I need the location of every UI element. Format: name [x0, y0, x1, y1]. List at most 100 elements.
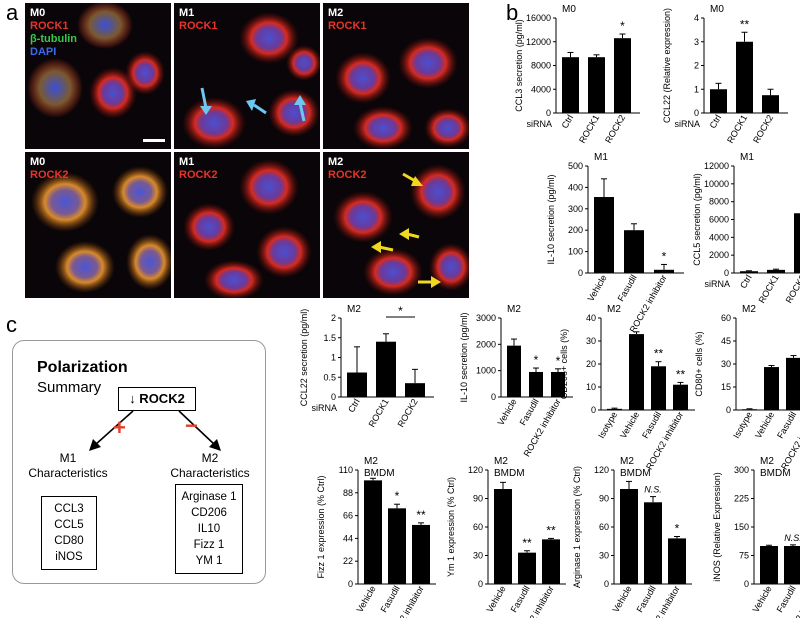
bar: [620, 489, 638, 584]
chart-group-label: M2: [607, 304, 621, 315]
bar: [494, 489, 512, 584]
micrograph-m1-rock1: M1 ROCK1: [174, 3, 320, 149]
m2-heading-line1: M2: [201, 451, 219, 465]
y-tick-label: 225: [734, 494, 749, 504]
y-tick-label: 8000: [709, 197, 729, 207]
polarization-summary: Polarization Summary ↓ ROCK2 + − M1 Char…: [12, 340, 266, 584]
bar: [607, 408, 622, 410]
chart-group-label: M2: [507, 304, 521, 315]
scale-bar: [143, 139, 165, 142]
significance-mark: **: [546, 523, 556, 537]
y-tick-label: 12000: [704, 161, 729, 171]
y-axis-label: CD206+ cells (%): [559, 329, 569, 399]
y-tick-label: 2: [331, 313, 336, 323]
category-label: Fasudil: [775, 584, 798, 614]
plus-sign: +: [113, 415, 126, 440]
y-tick-label: 0: [491, 392, 496, 402]
y-axis-label: CD80+ cells (%): [694, 331, 704, 396]
bar: [736, 41, 753, 113]
bar: [764, 367, 779, 410]
y-tick-label: 60: [473, 522, 483, 532]
list-item: iNOS: [55, 551, 83, 563]
y-tick-label: 15: [721, 382, 731, 392]
summary-subtitle: Summary: [37, 379, 102, 396]
y-axis-label: CCL22 (Relative expression): [662, 8, 672, 123]
bar: [562, 57, 579, 113]
list-item: Fizz 1: [193, 539, 225, 551]
y-tick-label: 8000: [531, 61, 551, 71]
bar: [629, 334, 644, 410]
y-tick-label: 0: [726, 405, 731, 415]
y-tick-label: 0: [604, 579, 609, 589]
bar: [594, 197, 614, 273]
bar: [740, 271, 758, 273]
bar: [376, 341, 396, 397]
chart-group-label-2: BMDM: [620, 468, 651, 479]
bar: [588, 57, 605, 113]
y-tick-label: 300: [734, 465, 749, 475]
micrograph-label-1: M2: [328, 156, 344, 168]
micrograph-label-1: M1: [179, 156, 195, 168]
y-tick-label: 4: [694, 13, 699, 23]
bar: [794, 213, 800, 273]
significance-mark: N.S.: [644, 485, 662, 495]
y-tick-label: 40: [586, 313, 596, 323]
y-tick-label: 30: [586, 336, 596, 346]
y-axis-label: iNOS (Relative Expression): [712, 472, 722, 582]
significance-mark: *: [534, 353, 539, 367]
y-axis-label: IL-10 secretion (pg/ml): [459, 312, 469, 402]
significance-mark: *: [556, 354, 561, 368]
y-tick-label: 100: [568, 247, 583, 257]
m2-heading: M2 Characteristics: [165, 451, 255, 481]
chart-group-label-2: BMDM: [364, 468, 395, 479]
bar: [651, 366, 666, 410]
chart-group-label: M0: [710, 4, 724, 15]
y-tick-label: 150: [734, 522, 749, 532]
y-tick-label: 44: [343, 533, 353, 543]
y-axis-label: Ym 1 expression (% Ctrl): [446, 477, 456, 577]
y-tick-label: 30: [721, 359, 731, 369]
list-item: CD206: [191, 507, 227, 519]
y-tick-label: 1000: [476, 366, 496, 376]
bar: [644, 502, 662, 584]
y-tick-label: 0: [591, 405, 596, 415]
y-tick-label: 0: [348, 579, 353, 589]
significance-mark: N.S.: [784, 533, 800, 543]
micrograph-label-1: M2: [328, 7, 344, 19]
cell-image: [335, 37, 469, 149]
y-tick-label: 110: [339, 465, 353, 475]
m1-heading: M1 Characteristics: [23, 451, 113, 481]
cell-image: [31, 166, 171, 293]
significance-mark: *: [662, 249, 667, 263]
chart-group-label: M2: [364, 456, 378, 467]
chart-group-label-2: BMDM: [494, 468, 525, 479]
bar: [518, 552, 536, 584]
micrograph-label-2: ROCK2: [30, 169, 69, 181]
y-tick-label: 22: [343, 556, 353, 566]
cell-image: [183, 159, 312, 298]
micrograph-label-1: M0: [30, 156, 46, 168]
y-tick-label: 10000: [704, 179, 729, 189]
y-tick-label: 2000: [709, 250, 729, 260]
bar: [762, 95, 779, 113]
chart-group-label: M0: [562, 4, 576, 15]
m2-list: Arginase 1 CD206 IL10 Fizz 1 YM 1: [175, 484, 243, 574]
bar: [624, 230, 644, 273]
list-item: IL10: [197, 523, 221, 535]
chart-group-label: M2: [347, 304, 361, 315]
y-tick-label: 0: [546, 108, 551, 118]
bar: [786, 357, 800, 410]
significance-mark: *: [620, 19, 625, 33]
micrograph-label-3: β-tubulin: [30, 33, 78, 45]
cell-image: [333, 164, 469, 296]
bar: [529, 371, 543, 397]
x-prefix-label: siRNA: [526, 119, 552, 129]
panel-label-b: b: [506, 0, 519, 25]
significance-mark: *: [675, 522, 680, 536]
micrograph-m2-rock1: M2 ROCK1: [323, 3, 469, 149]
category-label: Vehicle: [751, 584, 774, 614]
y-axis-label: Arginase 1 expression (% Ctrl): [572, 466, 582, 588]
y-tick-label: 30: [473, 551, 483, 561]
